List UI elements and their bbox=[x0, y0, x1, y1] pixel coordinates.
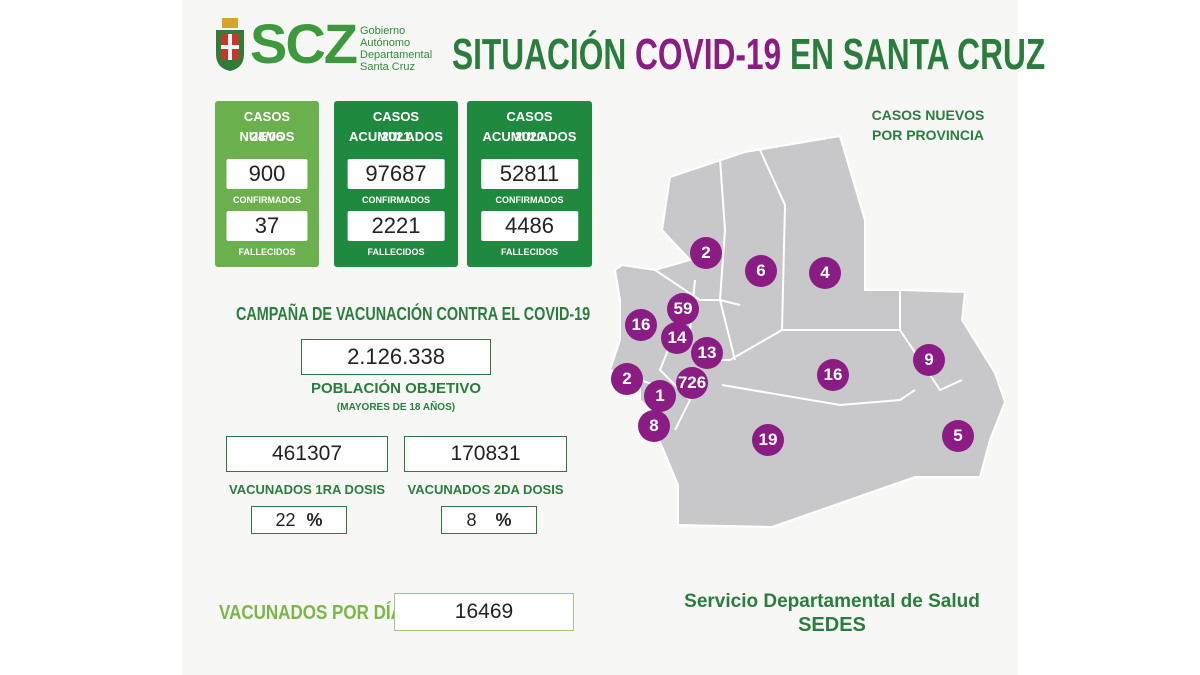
stat-confirmed-value: 52811 bbox=[480, 159, 579, 189]
province-marker: 9 bbox=[913, 344, 945, 376]
province-marker: 13 bbox=[691, 337, 723, 369]
province-marker: 1 bbox=[644, 380, 676, 412]
second-dose-value: 170831 bbox=[404, 436, 567, 472]
province-marker: 2 bbox=[690, 237, 722, 269]
per-day-value: 16469 bbox=[394, 593, 574, 631]
stat-confirmed-label: CONFIRMADOS bbox=[362, 195, 430, 205]
stat-title-line1: CASOS ACUMULADOS bbox=[349, 109, 443, 144]
province-marker: 14 bbox=[661, 322, 693, 354]
province-marker: 6 bbox=[745, 255, 777, 287]
stat-title-line1: CASOS ACUMULADOS bbox=[482, 109, 577, 144]
title-part2: COVID-19 bbox=[635, 30, 782, 79]
stat-box-new-cases: CASOS NUEVOS 24/06 900 CONFIRMADOS 37 FA… bbox=[215, 101, 319, 267]
stat-box-accumulated-2020: CASOS ACUMULADOS 2020 52811 CONFIRMADOS … bbox=[467, 101, 592, 267]
first-dose-percent: 22 % bbox=[251, 506, 347, 534]
coat-of-arms-icon bbox=[212, 18, 248, 72]
province-marker: 2 bbox=[611, 363, 643, 395]
stat-deaths-label: FALLECIDOS bbox=[500, 247, 558, 257]
stat-confirmed-label: CONFIRMADOS bbox=[233, 195, 301, 205]
target-population-label: POBLACIÓN OBJETIVO bbox=[310, 380, 482, 397]
province-marker: 726 bbox=[676, 367, 708, 399]
stat-deaths-value: 4486 bbox=[480, 211, 579, 241]
page-title: SITUACIÓN COVID-19 EN SANTA CRUZ bbox=[452, 30, 1045, 80]
stat-confirmed-label: CONFIRMADOS bbox=[495, 195, 564, 205]
stat-box-accumulated-2021: CASOS ACUMULADOS 2021 97687 CONFIRMADOS … bbox=[334, 101, 458, 267]
logo-text: Gobierno Autónomo Departamental Santa Cr… bbox=[360, 25, 432, 73]
target-population-value: 2.126.338 bbox=[301, 339, 491, 375]
first-dose-pct-value: 22 bbox=[275, 510, 296, 530]
province-marker: 8 bbox=[638, 410, 670, 442]
map-title-line1: CASOS NUEVOS bbox=[871, 107, 985, 123]
stat-deaths-label: FALLECIDOS bbox=[238, 247, 296, 257]
province-marker: 19 bbox=[752, 424, 784, 456]
health-service-acronym: SEDES bbox=[798, 614, 866, 636]
percent-symbol: % bbox=[495, 510, 512, 530]
stat-confirmed-value: 900 bbox=[226, 159, 308, 189]
stat-deaths-value: 37 bbox=[226, 211, 308, 241]
stat-title-line2: 24/06 bbox=[250, 129, 284, 144]
second-dose-percent: 8 % bbox=[441, 506, 537, 534]
per-day-label: VACUNADOS POR DÍA bbox=[219, 602, 403, 624]
stat-title-line2: 2021 bbox=[381, 129, 411, 144]
health-service-name: Servicio Departamental de Salud bbox=[684, 591, 980, 612]
stat-title-line2: 2020 bbox=[515, 129, 544, 144]
stat-confirmed-value: 97687 bbox=[347, 159, 445, 189]
logo-line: Gobierno bbox=[360, 25, 406, 37]
logo-line: Departamental bbox=[360, 49, 433, 61]
first-dose-value: 461307 bbox=[226, 436, 388, 472]
logo-line: Santa Cruz bbox=[360, 61, 416, 73]
stat-deaths-label: FALLECIDOS bbox=[367, 247, 425, 257]
stat-deaths-value: 2221 bbox=[347, 211, 445, 241]
logo-line: Autónomo bbox=[360, 37, 411, 49]
province-marker: 16 bbox=[625, 309, 657, 341]
map-title-line2: POR PROVINCIA bbox=[871, 127, 984, 143]
province-marker: 4 bbox=[809, 257, 841, 289]
percent-symbol: % bbox=[306, 510, 323, 530]
santa-cruz-province-map bbox=[600, 130, 1010, 540]
province-marker: 5 bbox=[942, 420, 974, 452]
province-marker: 59 bbox=[667, 293, 699, 325]
target-population-note: (MAYORES DE 18 AÑOS) bbox=[336, 402, 456, 413]
title-part3: EN SANTA CRUZ bbox=[789, 30, 1046, 79]
map-title: CASOS NUEVOS POR PROVINCIA bbox=[840, 105, 1016, 145]
province-marker: 16 bbox=[817, 359, 849, 391]
second-dose-label: VACUNADOS 2DA DOSIS bbox=[407, 482, 564, 497]
second-dose-pct-value: 8 bbox=[466, 510, 477, 530]
first-dose-label: VACUNADOS 1RA DOSIS bbox=[228, 482, 386, 497]
logo-acronym: SCZ bbox=[250, 12, 358, 75]
title-part1: SITUACIÓN bbox=[452, 30, 627, 79]
vaccination-heading: CAMPAÑA DE VACUNACIÓN CONTRA EL COVID-19 bbox=[236, 304, 591, 324]
stat-title-line1: CASOS NUEVOS bbox=[239, 109, 295, 144]
